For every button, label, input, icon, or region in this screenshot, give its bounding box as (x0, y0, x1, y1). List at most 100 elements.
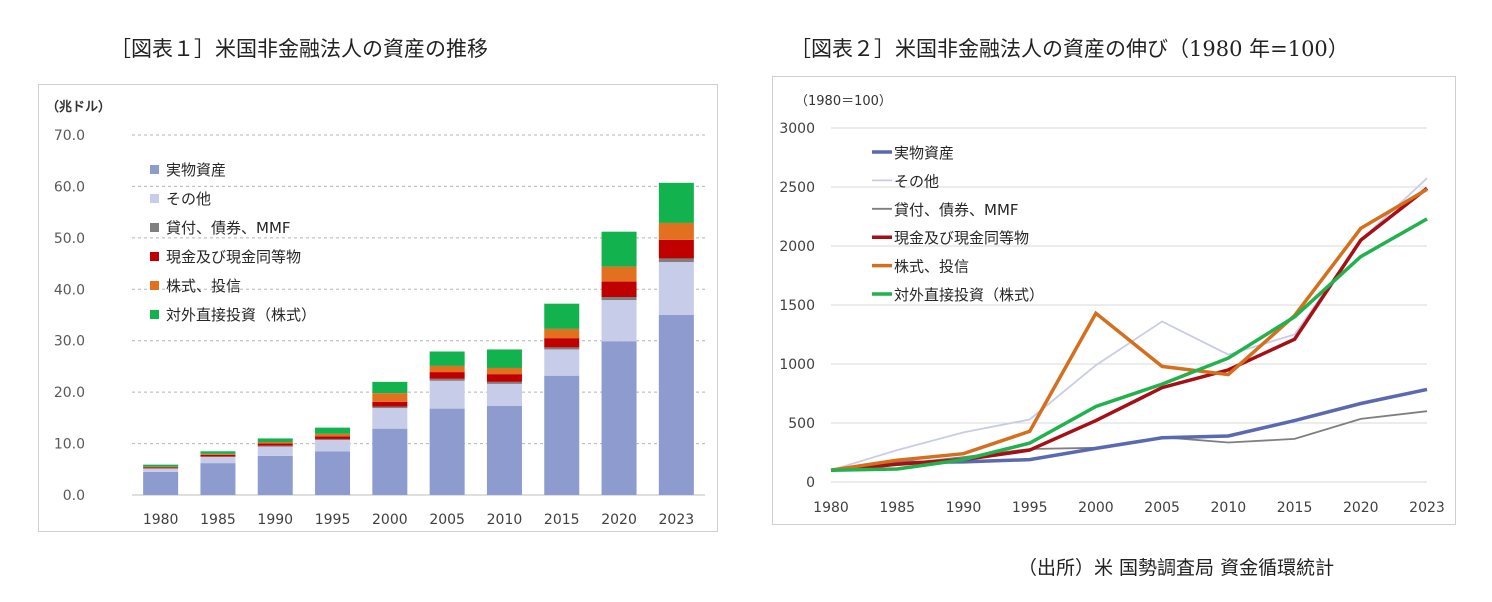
series-line (830, 217, 1428, 472)
bar-segment (257, 438, 293, 443)
bar-segment (372, 408, 408, 429)
x-tick-label: 2000 (372, 512, 408, 528)
x-tick-label: 2015 (1277, 500, 1313, 516)
bar-segment (658, 262, 694, 315)
bar-segment (429, 365, 465, 373)
legend-swatch (150, 165, 159, 174)
y-tick-label: 60.0 (54, 179, 85, 195)
legend-label: 現金及び現金同等物 (894, 229, 1029, 247)
x-tick-label: 2023 (659, 512, 695, 528)
x-tick-label: 1990 (257, 512, 293, 528)
y-axis-unit-label: （兆ドル） (46, 99, 111, 115)
bar-segment (429, 351, 465, 366)
chart1-title: ［図表１］米国非金融法人の資産の推移 (110, 37, 488, 61)
legend-label: 貸付、債券、MMF (894, 201, 1019, 219)
y-tick-label: 3000 (779, 121, 815, 137)
bar-segment (315, 438, 351, 440)
legend-swatch (150, 194, 159, 203)
legend-label: 現金及び現金同等物 (166, 248, 301, 266)
legend-label: その他 (166, 190, 211, 208)
bar-segment (544, 375, 580, 495)
y-tick-label: 2500 (779, 180, 815, 196)
bar-segment (486, 367, 522, 375)
legend-label: 対外直接投資（株式） (166, 306, 316, 324)
y-tick-label: 40.0 (54, 282, 85, 298)
x-tick-label: 2020 (1343, 500, 1379, 516)
bar-segment (143, 468, 179, 469)
x-tick-label: 1985 (879, 500, 915, 516)
bar-segment (315, 427, 351, 434)
x-tick-label: 2010 (1211, 500, 1247, 516)
bar-segment (544, 328, 580, 339)
bar-segment (143, 464, 179, 467)
y-tick-label: 20.0 (54, 385, 85, 401)
bar-segment (200, 451, 236, 454)
bar-segment (200, 454, 236, 457)
legend-label: 株式、投信 (894, 258, 969, 276)
x-tick-label: 2005 (429, 512, 465, 528)
x-tick-label: 2015 (544, 512, 580, 528)
bar-segment (658, 222, 694, 240)
legend-label: 対外直接投資（株式） (894, 286, 1044, 304)
legend-swatch (150, 281, 159, 290)
chart1-panel: （兆ドル） 0.0 10.0 20.0 30.0 40.0 50.0 60.0 70.0 1980… (38, 84, 718, 532)
x-tick-label: 2005 (1144, 500, 1180, 516)
bar-segment (315, 433, 351, 437)
y-tick-label: 30.0 (54, 334, 85, 350)
bar-segment (143, 471, 179, 495)
x-tick-label: 1980 (143, 512, 179, 528)
chart2-panel: （1980＝100） 0 500 1000 1500 2000 2500 3000 1980 19… (772, 76, 1456, 525)
bar-segment (372, 401, 408, 407)
y-axis-unit-label: （1980＝100） (795, 94, 892, 109)
y-tick-label: 500 (788, 416, 815, 432)
bar-segment (143, 468, 179, 472)
bar-segment (143, 466, 179, 468)
x-tick-label: 1990 (946, 500, 982, 516)
bar-segment (544, 347, 580, 350)
bar-segment (143, 467, 179, 469)
series-line (830, 186, 1429, 472)
y-tick-label: 0.0 (63, 488, 85, 504)
y-tick-label: 2000 (779, 239, 815, 255)
bar-segment (601, 341, 637, 495)
line-chart: （1980＝100） 0 500 1000 1500 2000 2500 3000 1980 19… (779, 94, 1445, 516)
legend-swatch (150, 252, 159, 261)
bar-segment (544, 303, 580, 329)
x-tick-label: 2023 (1409, 500, 1445, 516)
y-tick-label: 1000 (779, 357, 815, 373)
bar-segment (486, 381, 522, 384)
source-note: （出所）米 国勢調査局 資金循環統計 (1018, 557, 1335, 579)
bar-segment (200, 456, 236, 464)
x-tick-label: 1980 (813, 500, 849, 516)
legend-swatch (150, 310, 159, 319)
bar-segment (601, 281, 637, 297)
x-tick-label: 1995 (315, 512, 351, 528)
bar-segment (658, 258, 694, 263)
legend-label: 株式、投信 (166, 277, 241, 295)
bar-segment (429, 372, 465, 379)
x-tick-label: 1985 (200, 512, 236, 528)
x-tick-label: 2020 (601, 512, 637, 528)
bar-segment (658, 182, 694, 223)
bar-segment (257, 455, 293, 495)
bar-segment (257, 443, 293, 446)
bar-segment (315, 436, 351, 439)
bar-segment (486, 349, 522, 368)
bar-segment (429, 378, 465, 381)
bar-segment (601, 266, 637, 282)
bar-segment (200, 456, 236, 457)
y-tick-label: 1500 (779, 298, 815, 314)
legend-label: その他 (894, 172, 939, 190)
legend-swatch (150, 223, 159, 232)
bar-segment (544, 338, 580, 348)
bar-segment (601, 231, 637, 267)
bar-segment (486, 374, 522, 382)
bar-segment (486, 406, 522, 495)
chart2-title: ［図表２］米国非金融法人の資産の伸び（1980 年=100） (790, 37, 1349, 61)
y-tick-label: 50.0 (54, 231, 85, 247)
bar-segment (601, 297, 637, 301)
bar-segment (372, 406, 408, 409)
legend-label: 貸付、債券、MMF (166, 219, 291, 237)
bar-segment (372, 428, 408, 495)
bar-segment (429, 408, 465, 495)
